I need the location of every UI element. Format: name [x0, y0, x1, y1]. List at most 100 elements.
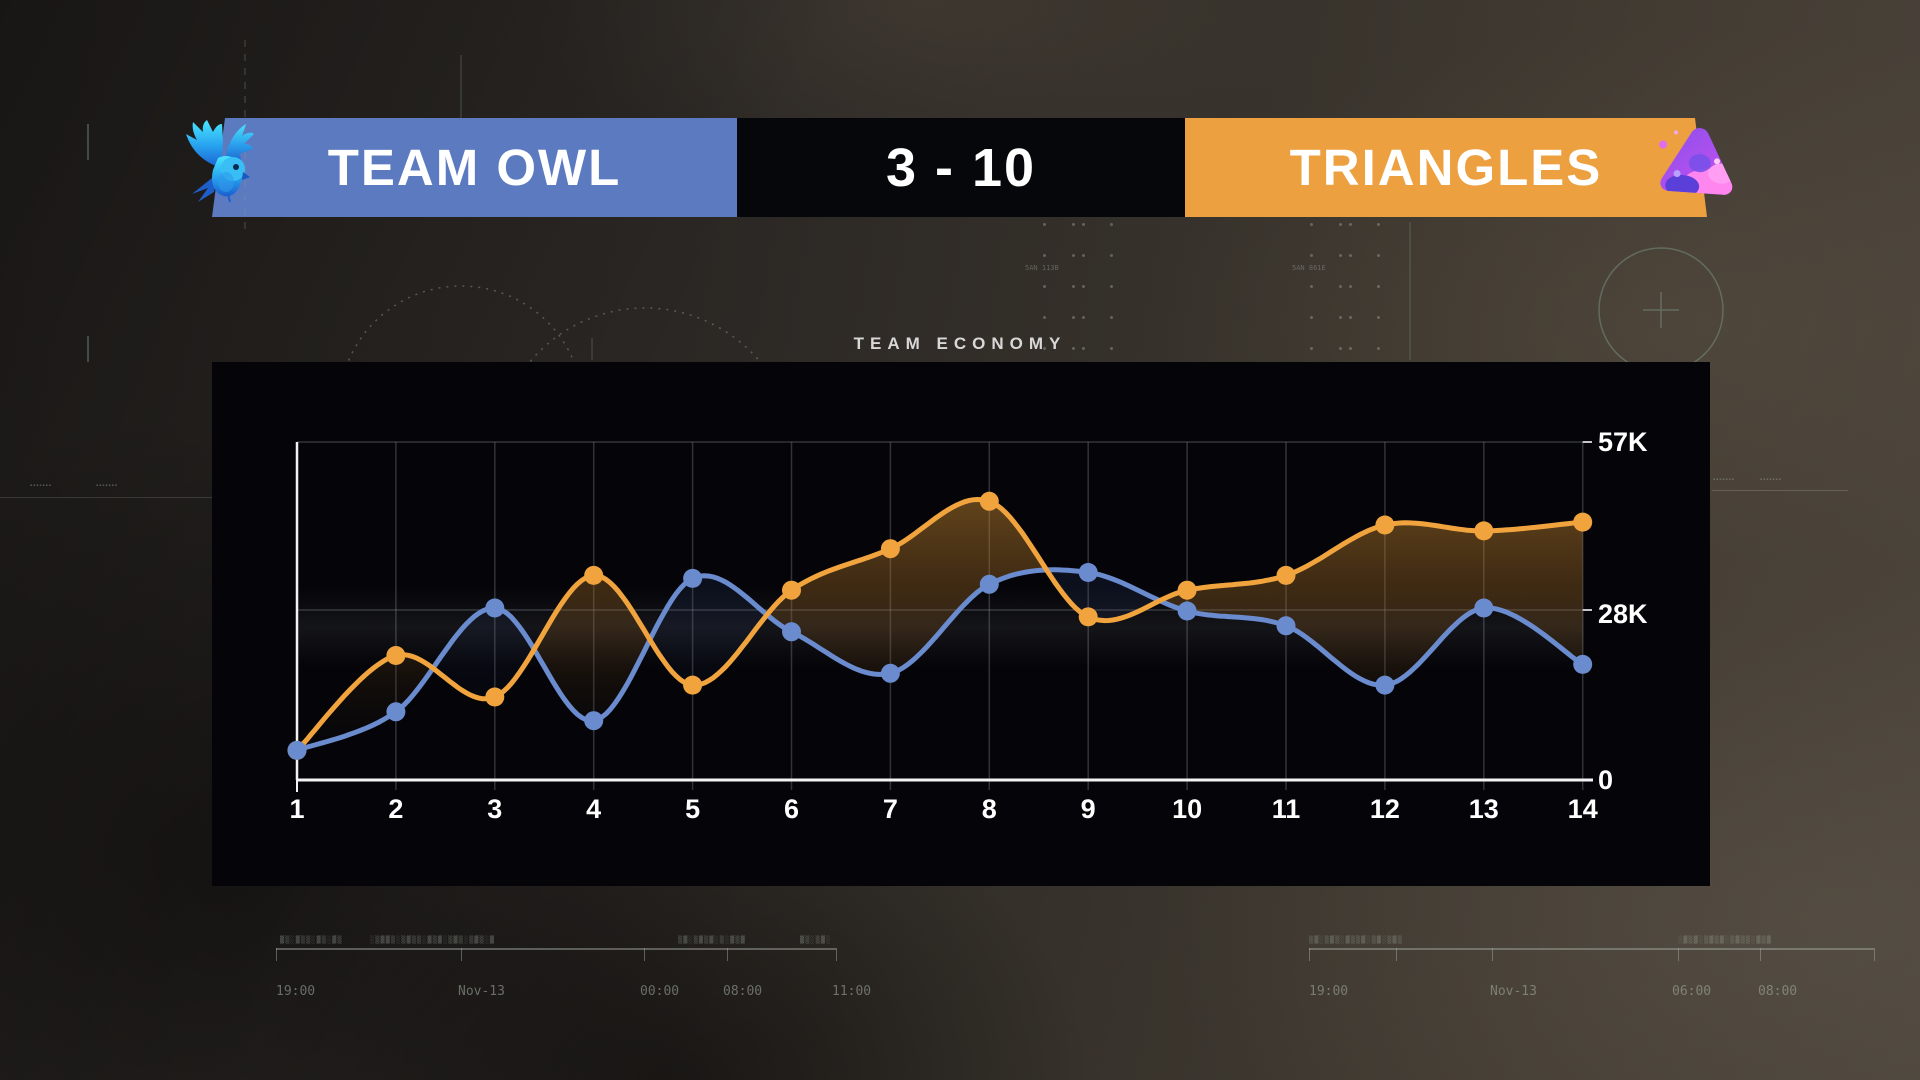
timeline-tick [727, 948, 728, 961]
timeline-tick [461, 948, 462, 961]
timeline-tick [644, 948, 645, 961]
owl-team-logo-icon [186, 120, 254, 203]
hud-dot [1339, 285, 1342, 288]
hud-dot [1377, 347, 1380, 350]
score-banner: 3 - 10 [737, 118, 1185, 217]
edge-line-left [0, 497, 212, 498]
xtick-labels: 1 2 3 4 5 6 7 8 9 10 11 12 13 14 [289, 794, 1597, 824]
ytick-stubs [1582, 441, 1592, 611]
hud-dot [1339, 254, 1342, 257]
timeline-tick [276, 948, 277, 961]
triangle-team-logo-icon [1659, 128, 1737, 196]
timeline-label: 08:00 [723, 984, 763, 999]
hud-dot [1377, 316, 1380, 319]
hud-dot [1377, 254, 1380, 257]
timeline-label: Nov-13 [1490, 984, 1537, 999]
team-left-name: TEAM OWL [327, 139, 622, 196]
team-right-name: TRIANGLES [1289, 139, 1603, 196]
chart-axes [295, 442, 1593, 792]
glitch-text: ▒▓░▒▓▒▓░▒░▓▒▓ [678, 936, 746, 944]
hud-dot [1310, 223, 1313, 226]
svg-text:1: 1 [289, 794, 304, 824]
glitch-text: ░▒▓▓▒░▒▓▒▒░▓▒▓░▒▓▒░▒▓▒░▓ [370, 936, 496, 944]
hud-dot [1349, 347, 1352, 350]
svg-text:8: 8 [982, 794, 997, 824]
hud-dot-block: ▪▪▪▪▪▪▪ [1760, 477, 1782, 483]
hud-dot [1339, 347, 1342, 350]
hud-dot [1072, 285, 1075, 288]
timeline-tick [1760, 948, 1761, 961]
hud-dot [1310, 347, 1313, 350]
svg-text:14: 14 [1568, 794, 1598, 824]
timeline-tick [1492, 948, 1493, 961]
hud-dot [1043, 285, 1046, 288]
hud-dot [1349, 223, 1352, 226]
timeline-ruler-right [1309, 948, 1874, 950]
ytick-labels: 0 28K 57K [1598, 427, 1648, 795]
hud-dot [1310, 285, 1313, 288]
svg-text:12: 12 [1370, 794, 1400, 824]
timeline-tick [1309, 948, 1310, 961]
svg-text:7: 7 [883, 794, 898, 824]
hud-dot [1110, 347, 1113, 350]
economy-chart-panel: 1 2 3 4 5 6 7 8 9 10 11 12 13 14 0 28K 57K [212, 362, 1710, 886]
owl-series-points [287, 563, 1593, 760]
glitch-text: ▓▒░▒▓░ [800, 936, 832, 944]
hud-dot-grid-caption: 5AN 113B [1025, 264, 1059, 272]
hud-dot [1110, 316, 1113, 319]
svg-text:9: 9 [1081, 794, 1096, 824]
timeline-label: 00:00 [640, 984, 680, 999]
timeline-label: Nov-13 [458, 984, 505, 999]
chart-title: TEAM ECONOMY [853, 334, 1067, 353]
hud-dot [1082, 347, 1085, 350]
hud-dot [1043, 316, 1046, 319]
hud-dot [1339, 316, 1342, 319]
hud-dot-block: ▪▪▪▪▪▪▪ [1713, 477, 1735, 483]
hud-dot [1072, 254, 1075, 257]
team-left-banner: TEAM OWL [212, 118, 737, 217]
hud-dot-block: ▪▪▪▪▪▪▪ [30, 483, 52, 489]
timeline-ruler-left [276, 948, 836, 950]
svg-text:57K: 57K [1598, 427, 1648, 457]
svg-text:2: 2 [388, 794, 403, 824]
hud-dot [1110, 285, 1113, 288]
timeline-label: 11:00 [832, 984, 872, 999]
team-right-banner: TRIANGLES [1185, 118, 1707, 217]
glitch-text: ▒▓░▒▓▒░▓▒▒▓░▒▓░▒▓▒ [1309, 936, 1403, 944]
hud-dot [1043, 223, 1046, 226]
svg-text:5: 5 [685, 794, 700, 824]
hud-dot [1377, 223, 1380, 226]
timeline-label: 08:00 [1758, 984, 1798, 999]
triangles-series-line [294, 496, 1586, 753]
hud-dot-grid-caption: 5AN 861E [1292, 264, 1326, 272]
hud-dot [1072, 223, 1075, 226]
glitch-text: ░▓▒▓░▒▓▒▓░▒▓▒▒░▓▒▓ [1678, 936, 1772, 944]
glitch-text: ▓▒░▓▒▒░▓▒░▓▒ [280, 936, 343, 944]
timeline-label: 19:00 [276, 984, 316, 999]
hud-dot [1349, 254, 1352, 257]
owl-series-line [294, 567, 1586, 753]
hud-dot [1377, 285, 1380, 288]
hud-dot [1043, 347, 1046, 350]
hud-dot [1082, 285, 1085, 288]
hud-dot [1082, 254, 1085, 257]
svg-text:10: 10 [1172, 794, 1202, 824]
hud-dot [1339, 223, 1342, 226]
timeline-tick [1678, 948, 1679, 961]
hud-dot [1349, 285, 1352, 288]
timeline-label: 19:00 [1309, 984, 1349, 999]
hud-dot-block: ▪▪▪▪▪▪▪ [96, 483, 118, 489]
hud-dot [1110, 254, 1113, 257]
timeline-label: 06:00 [1672, 984, 1712, 999]
owl-lead-area [433, 569, 1160, 699]
svg-text:6: 6 [784, 794, 799, 824]
svg-text:4: 4 [586, 794, 601, 824]
svg-text:0: 0 [1598, 765, 1613, 795]
hud-dot [1072, 316, 1075, 319]
hud-dot [1043, 254, 1046, 257]
hud-dot [1072, 347, 1075, 350]
hud-dot [1082, 223, 1085, 226]
hud-dot [1310, 316, 1313, 319]
